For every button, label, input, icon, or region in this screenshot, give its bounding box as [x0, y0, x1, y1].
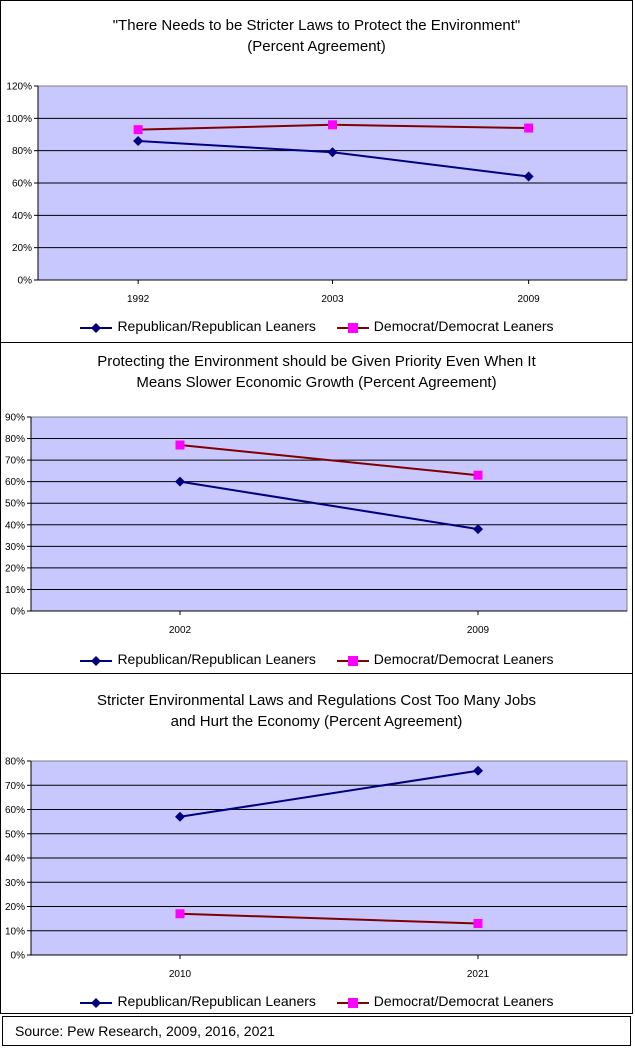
chart-legend: Republican/Republican Leaners Democrat/D… — [1, 650, 632, 667]
data-point-diamond — [175, 811, 185, 822]
diamond-marker-icon — [80, 655, 113, 666]
chart-legend: Republican/Republican Leaners Democrat/D… — [1, 317, 632, 334]
y-tick-label: 20% — [12, 243, 32, 254]
y-tick-label: 10% — [5, 585, 25, 596]
y-tick-label: 90% — [5, 413, 25, 424]
legend-item-republican: Republican/Republican Leaners — [79, 651, 316, 668]
data-point-diamond — [523, 171, 534, 182]
x-tick-label: 2003 — [321, 294, 344, 305]
chart-title: "There Needs to be Stricter Laws to Prot… — [1, 15, 632, 57]
y-tick-label: 40% — [5, 854, 25, 865]
data-point-diamond — [175, 476, 185, 487]
y-tick-label: 40% — [5, 520, 25, 531]
y-tick-label: 80% — [12, 146, 32, 157]
y-tick-label: 60% — [5, 477, 25, 488]
y-tick-label: 60% — [12, 179, 32, 190]
x-tick-label: 2009 — [518, 294, 541, 305]
data-point-square — [175, 440, 185, 450]
y-tick-label: 30% — [5, 542, 25, 553]
series-line-1 — [179, 444, 479, 477]
chart-title: Protecting the Environment should be Giv… — [1, 351, 632, 393]
y-tick-label: 20% — [5, 563, 25, 574]
chart-title-line1: "There Needs to be Stricter Laws to Prot… — [112, 17, 521, 34]
chart-plot: 0% 10% 20% 30% 40% 50% 60% 70% 80% 2010 2021 — [5, 757, 628, 980]
y-tick-label: 0% — [11, 607, 26, 618]
y-tick-label: 70% — [5, 456, 25, 467]
legend-label: Republican/Republican Leaners — [117, 318, 316, 335]
square-marker-icon — [336, 997, 369, 1008]
legend-item-democrat: Democrat/Democrat Leaners — [336, 651, 554, 667]
data-point-diamond — [473, 765, 483, 776]
data-point-square — [473, 918, 483, 928]
legend-label: Democrat/Democrat Leaners — [373, 318, 554, 335]
data-point-square — [473, 470, 483, 480]
legend-item-democrat: Democrat/Democrat Leaners — [336, 318, 554, 334]
data-point-square — [175, 909, 185, 919]
legend-item-republican: Republican/Republican Leaners — [79, 993, 316, 1010]
y-tick-label: 0% — [18, 276, 33, 287]
y-tick-label: 80% — [5, 757, 25, 768]
chart-title-line2: (Percent Agreement) — [247, 38, 386, 55]
chart-title: Stricter Environmental Laws and Regulati… — [1, 690, 632, 732]
y-tick-label: 0% — [11, 951, 26, 962]
chart-title-line2: and Hurt the Economy (Percent Agreement) — [170, 713, 463, 730]
x-tick-label: 2021 — [467, 969, 490, 980]
square-marker-icon — [336, 655, 369, 666]
chart-plot: 0% 20% 40% 60% 80% 100% 120% 1992 2003 2009 — [6, 82, 628, 305]
y-tick-label: 60% — [5, 805, 25, 816]
x-tick-label: 2009 — [467, 625, 490, 636]
series-line-0 — [179, 480, 479, 531]
x-tick-label: 2002 — [169, 625, 192, 636]
chart-panel-environment-priority: Protecting the Environment should be Giv… — [0, 342, 633, 674]
legend-label: Republican/Republican Leaners — [117, 651, 316, 668]
square-marker-icon — [336, 322, 369, 333]
diamond-marker-icon — [80, 322, 113, 333]
legend-label: Democrat/Democrat Leaners — [373, 651, 554, 668]
series-line-0 — [179, 769, 479, 818]
y-tick-label: 80% — [5, 434, 25, 445]
y-tick-label: 40% — [12, 211, 32, 222]
data-point-diamond — [327, 147, 338, 158]
legend-label: Democrat/Democrat Leaners — [373, 993, 554, 1010]
source-note: Source: Pew Research, 2009, 2016, 2021 — [2, 1016, 631, 1046]
chart-title-line1: Protecting the Environment should be Giv… — [97, 353, 536, 370]
x-tick-label: 2010 — [169, 969, 192, 980]
series-line-1 — [179, 912, 479, 925]
y-tick-label: 70% — [5, 781, 25, 792]
y-tick-label: 50% — [5, 499, 25, 510]
diamond-marker-icon — [80, 997, 113, 1008]
y-tick-label: 10% — [5, 926, 25, 937]
data-point-square — [328, 120, 337, 130]
chart-panel-stricter-laws: "There Needs to be Stricter Laws to Prot… — [0, 0, 633, 343]
y-tick-label: 50% — [5, 829, 25, 840]
chart-title-line2: Means Slower Economic Growth (Percent Ag… — [136, 374, 497, 391]
y-tick-label: 120% — [6, 82, 32, 93]
chart-plot: 0% 10% 20% 30% 40% 50% 60% 70% 80% 90% 2002 2009 — [5, 413, 628, 636]
y-tick-label: 30% — [5, 878, 25, 889]
legend-item-republican: Republican/Republican Leaners — [79, 318, 316, 335]
legend-item-democrat: Democrat/Democrat Leaners — [336, 993, 554, 1009]
chart-panel-jobs-economy: Stricter Environmental Laws and Regulati… — [0, 673, 633, 1014]
plot-area — [30, 416, 628, 612]
data-point-square — [524, 123, 534, 133]
y-tick-label: 100% — [6, 114, 32, 125]
data-point-diamond — [473, 524, 483, 535]
data-point-square — [133, 125, 143, 135]
legend-label: Republican/Republican Leaners — [117, 993, 316, 1010]
data-point-diamond — [133, 135, 144, 146]
x-tick-label: 1992 — [127, 294, 150, 305]
y-tick-label: 20% — [5, 902, 25, 913]
chart-title-line1: Stricter Environmental Laws and Regulati… — [96, 692, 537, 709]
chart-legend: Republican/Republican Leaners Democrat/D… — [1, 992, 632, 1009]
